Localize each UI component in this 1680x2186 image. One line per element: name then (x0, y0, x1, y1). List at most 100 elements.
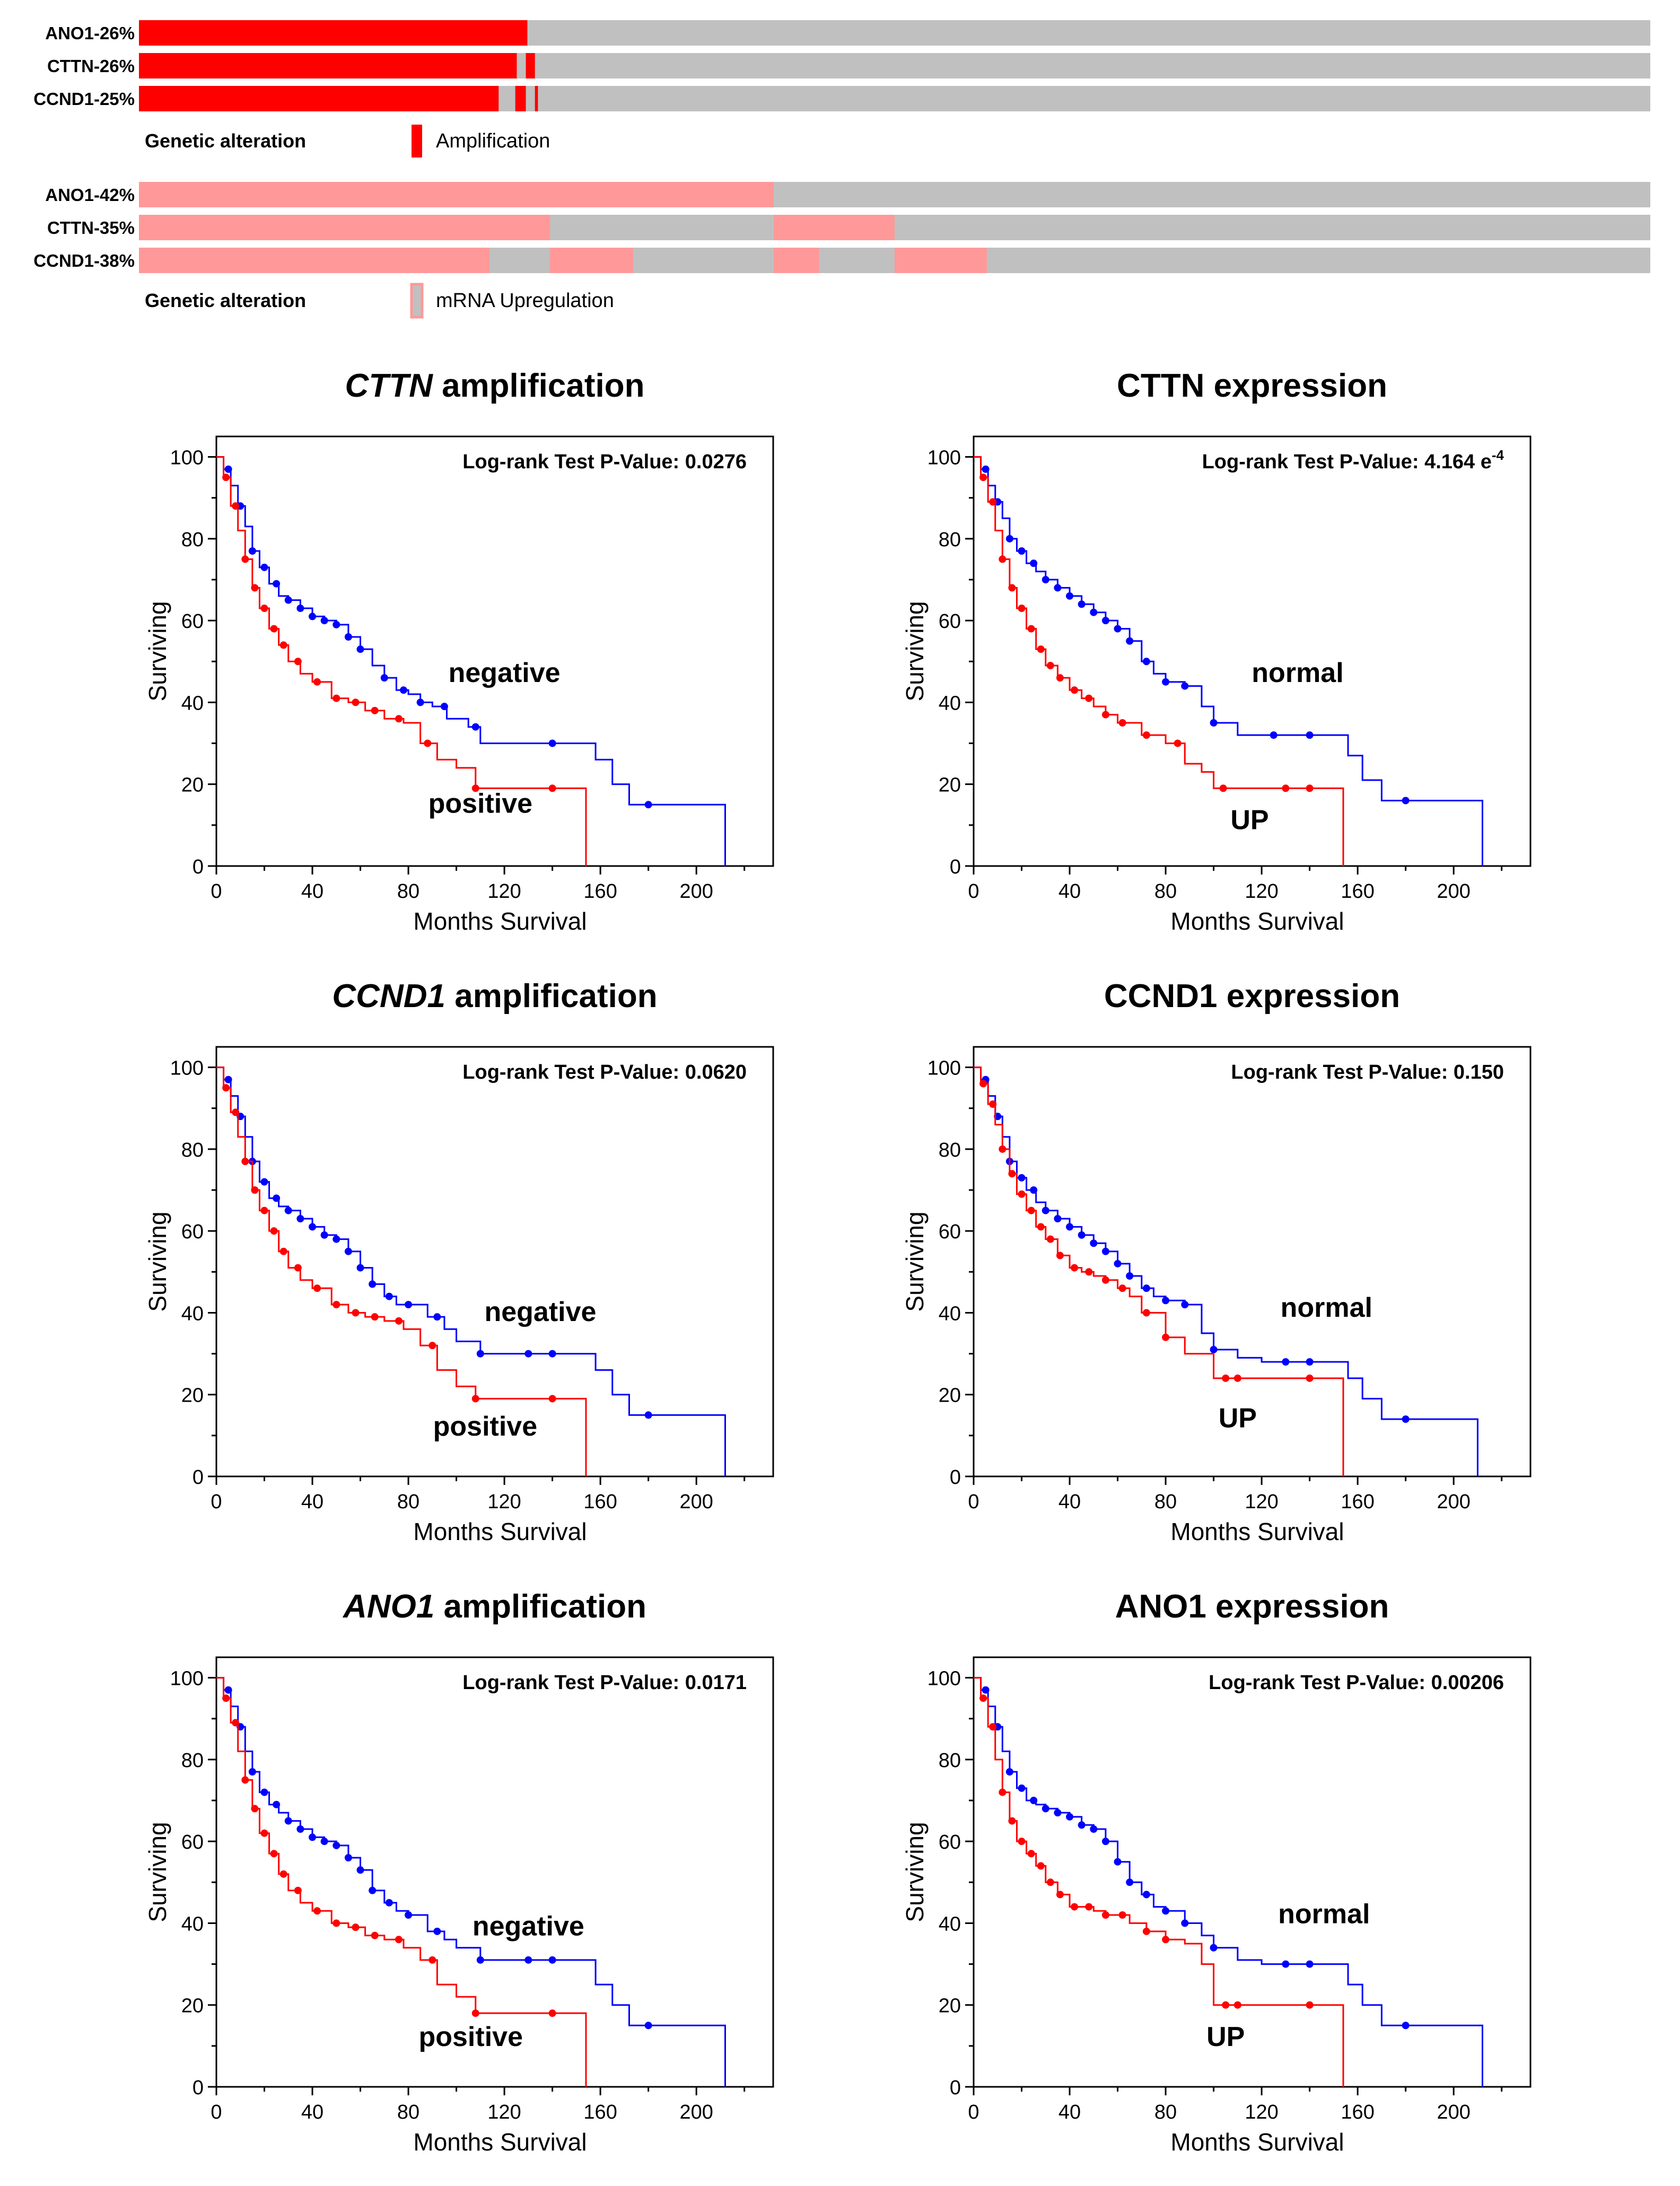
censor-mark (1078, 1231, 1086, 1239)
y-tick-label: 60 (181, 1831, 204, 1853)
censor-mark (1142, 1309, 1150, 1317)
censor-mark (1027, 1850, 1035, 1858)
x-tick-label: 80 (1154, 2101, 1177, 2123)
censor-mark (1402, 2022, 1410, 2030)
group-label-top: normal (1281, 1292, 1372, 1323)
censor-mark (371, 1313, 379, 1321)
censor-mark (371, 706, 379, 714)
km-plot: ANO1 expression 0 20 40 60 80 100 0 40 80 120 160 20… (901, 1588, 1532, 2156)
censor-mark (251, 584, 259, 592)
legend-label: mRNA Upregulation (436, 290, 614, 312)
censor-mark (1162, 1907, 1170, 1915)
censor-mark (356, 1866, 364, 1874)
censor-mark (476, 1956, 484, 1964)
censor-mark (428, 1956, 436, 1964)
censor-mark (273, 1800, 281, 1808)
censor-mark (1046, 1235, 1054, 1243)
censor-mark (332, 694, 340, 702)
censor-mark (309, 1833, 317, 1841)
x-tick-label: 80 (397, 880, 419, 903)
censor-mark (1054, 1215, 1062, 1222)
x-tick-label: 120 (487, 1491, 521, 1513)
y-tick-label: 100 (928, 447, 961, 469)
group-label-bottom: positive (433, 1411, 538, 1442)
oncoprint-row-label: CTTN-35% (47, 218, 135, 238)
censor-mark (548, 1395, 556, 1403)
censor-mark (260, 1829, 268, 1837)
km-curve-up (974, 1066, 1344, 1476)
plot-title-gene: CTTN (345, 368, 434, 404)
censor-mark (989, 498, 997, 506)
plot-title-gene: ANO1 (1115, 1588, 1206, 1625)
censor-mark (1181, 682, 1189, 690)
oncoprint-alteration-bar (139, 248, 490, 273)
censor-mark (248, 547, 256, 555)
censor-mark (1027, 1206, 1035, 1214)
oncoprint-alteration-bar (774, 248, 819, 273)
censor-mark (1174, 739, 1182, 747)
censor-mark (251, 1186, 259, 1194)
censor-mark (1018, 1190, 1026, 1198)
censor-mark (1101, 1247, 1109, 1255)
censor-mark (332, 1235, 340, 1243)
censor-mark (1090, 1825, 1098, 1833)
censor-mark (548, 784, 556, 792)
plot-title: CTTN amplification (345, 368, 645, 404)
pvalue-label: Log-rank Test P-Value: 0.0171 (462, 1672, 747, 1694)
km-curve-positive (216, 456, 587, 866)
censor-mark (1210, 1345, 1218, 1353)
x-tick-label: 200 (1437, 880, 1470, 903)
censor-mark (979, 1080, 987, 1088)
censor-mark (241, 1158, 249, 1165)
plot-title-gene: CCND1 (332, 978, 445, 1015)
censor-mark (260, 1788, 268, 1796)
x-tick-label: 160 (1341, 880, 1374, 903)
censor-mark (1042, 1206, 1049, 1214)
censor-mark (344, 633, 352, 641)
y-tick-label: 80 (181, 1139, 204, 1161)
y-axis-label: Surviving (144, 601, 171, 701)
censor-mark (224, 1075, 232, 1083)
plot-title: CCND1 amplification (332, 978, 657, 1015)
oncoprint-alteration-bar (526, 53, 535, 78)
censor-mark (471, 784, 479, 792)
y-tick-label: 80 (939, 1750, 961, 1772)
y-tick-label: 80 (181, 529, 204, 551)
plot-title-suffix: expression (1206, 1588, 1389, 1625)
censor-mark (241, 555, 249, 563)
censor-mark (548, 739, 556, 747)
y-axis-label: Surviving (901, 601, 929, 701)
oncoprint: ANO1-26% CTTN-26% CCND1-25% Genetic alterat… (33, 20, 1650, 319)
censor-mark (1066, 592, 1074, 600)
censor-mark (241, 1776, 249, 1784)
km-plot: ANO1 amplification 0 20 40 60 80 100 0 40 80 120 16… (144, 1588, 774, 2156)
censor-mark (1056, 1891, 1064, 1899)
legend-title: Genetic alteration (145, 130, 306, 152)
legend-title: Genetic alteration (145, 290, 306, 311)
censor-mark (644, 1411, 652, 1419)
pvalue-text: Log-rank Test P-Value: 4.164 e (1202, 451, 1492, 473)
censor-mark (332, 1301, 340, 1308)
censor-mark (222, 1694, 230, 1702)
censor-mark (1126, 637, 1134, 645)
censor-mark (982, 465, 990, 473)
censor-mark (1042, 576, 1049, 583)
y-tick-label: 40 (181, 692, 204, 714)
y-tick-label: 0 (950, 1466, 961, 1489)
x-tick-label: 160 (583, 2101, 617, 2123)
censor-mark (433, 1927, 441, 1935)
y-tick-label: 40 (939, 1913, 961, 1935)
group-label-bottom: positive (428, 789, 533, 819)
censor-mark (416, 698, 424, 706)
censor-mark (1306, 1374, 1314, 1382)
censor-mark (1030, 1186, 1038, 1194)
censor-mark (1078, 600, 1086, 608)
pvalue-label: Log-rank Test P-Value: 0.0276 (462, 451, 747, 473)
y-tick-label: 20 (939, 1995, 961, 2017)
censor-mark (982, 1686, 990, 1694)
group-label-bottom: UP (1219, 1403, 1257, 1433)
plot-frame (215, 1046, 774, 1477)
x-tick-label: 0 (968, 2101, 979, 2123)
censor-mark (1030, 559, 1038, 567)
x-tick-label: 200 (679, 2101, 713, 2123)
